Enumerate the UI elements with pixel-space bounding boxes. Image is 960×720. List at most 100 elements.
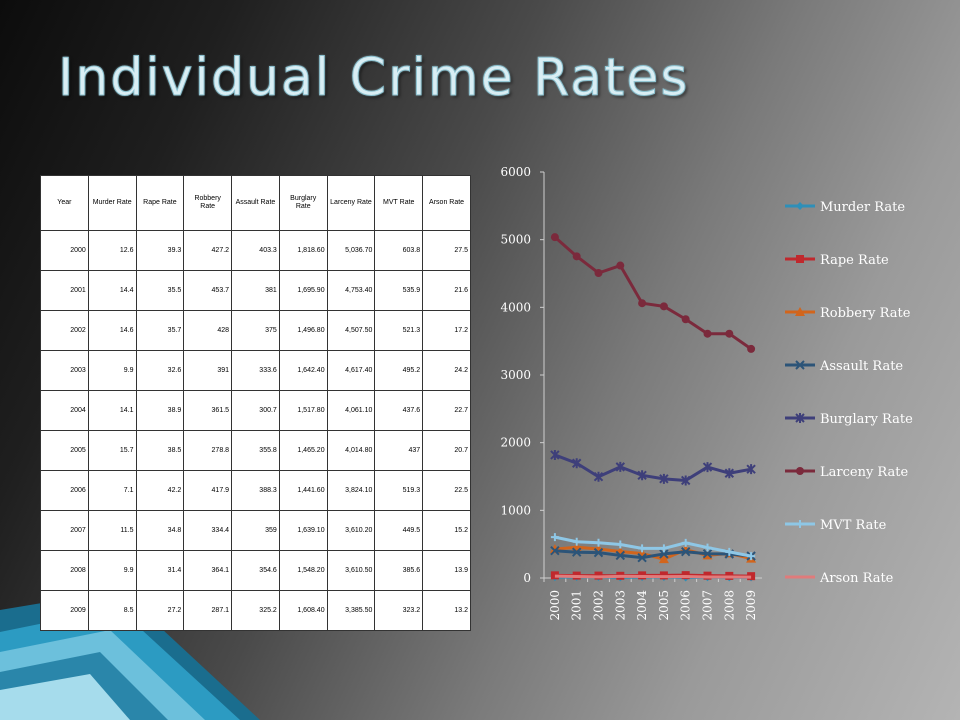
col-header: Arson Rate [422, 175, 471, 231]
x-tick-label: 2005 [657, 590, 671, 621]
table-body: 2000 12.6 39.3 427.2 403.3 1,818.60 5,036.70 60… [40, 230, 471, 631]
table-cell: 535.9 [374, 270, 424, 311]
data-point [637, 470, 647, 481]
table-cell: 3,610.50 [326, 550, 376, 591]
legend-marker [796, 202, 804, 210]
table-cell: 27.2 [135, 590, 185, 631]
table-cell: 9.9 [87, 350, 137, 391]
table-cell: 13.9 [422, 550, 471, 591]
x-tick-label: 2001 [570, 590, 584, 621]
table-cell: 375 [231, 310, 280, 351]
data-point [703, 543, 712, 552]
table-cell: 359 [231, 510, 280, 551]
col-header: Burglary Rate [278, 175, 328, 231]
data-point [616, 261, 625, 270]
data-point [680, 547, 691, 557]
table-cell: 4,014.80 [326, 430, 376, 471]
table-cell: 20.7 [422, 430, 471, 471]
table-cell: 437.6 [374, 390, 424, 431]
data-point [571, 547, 582, 557]
series-line-burglary-rate [554, 453, 752, 482]
x-tick-label: 2007 [701, 590, 715, 621]
table-row: 2006 7.1 42.2 417.9 388.3 1,441.60 3,824.10 519… [40, 470, 471, 511]
year-cell: 2009 [40, 590, 89, 631]
data-point [659, 473, 669, 484]
table-cell: 8.5 [87, 590, 137, 631]
legend-marker [795, 360, 805, 370]
legend-label: Murder Rate [820, 200, 905, 215]
table-cell: 1,818.60 [278, 230, 328, 271]
data-point [550, 233, 559, 242]
table-cell: 437 [374, 430, 424, 471]
table-cell: 1,642.40 [278, 350, 328, 391]
legend-marker [796, 255, 804, 263]
table-cell: 300.7 [231, 390, 280, 431]
slide-title: Individual Crime Rates [57, 48, 690, 109]
data-point [725, 547, 734, 556]
y-tick-label: 6000 [500, 165, 531, 179]
table-cell: 35.5 [135, 270, 185, 311]
data-point [702, 549, 713, 559]
crime-rates-table: Year Murder Rate Rape Rate Robbery Rate … [40, 175, 471, 631]
table-cell: 9.9 [87, 550, 137, 591]
table-cell: 453.7 [183, 270, 233, 311]
table-cell: 15.2 [422, 510, 471, 551]
legend-label: Arson Rate [819, 571, 894, 586]
data-point [571, 458, 582, 469]
table-row: 2005 15.7 38.5 278.8 355.8 1,465.20 4,014.80 43… [40, 430, 471, 471]
table-cell: 27.5 [422, 230, 471, 271]
legend-label: Assault Rate [819, 359, 903, 374]
table-cell: 364.1 [183, 550, 233, 591]
data-point [702, 462, 713, 473]
y-tick-label: 4000 [500, 300, 531, 314]
table-row: 2003 9.9 32.6 391 333.6 1,642.40 4,617.40 495.2… [40, 350, 471, 391]
series-line-arson-rate [554, 574, 752, 579]
x-tick-label: 2002 [592, 590, 606, 621]
data-point [747, 344, 756, 353]
table-cell: 4,617.40 [326, 350, 376, 391]
col-header: Robbery Rate [183, 175, 233, 231]
legend-label: Burglary Rate [820, 412, 913, 427]
y-tick-label: 3000 [500, 368, 531, 382]
table-cell: 1,608.40 [278, 590, 328, 631]
table-row: 2007 11.5 34.8 334.4 359 1,639.10 3,610.20 449.… [40, 510, 471, 551]
table-row: 2008 9.9 31.4 364.1 354.6 1,548.20 3,610.50 385… [40, 550, 471, 591]
data-point [680, 475, 691, 486]
data-point [638, 544, 647, 553]
y-tick-label: 5000 [500, 233, 531, 247]
data-point [724, 468, 735, 479]
table-cell: 3,385.50 [326, 590, 376, 631]
x-tick-label: 2000 [548, 590, 562, 621]
x-tick-label: 2004 [635, 590, 649, 621]
legend-label: Larceny Rate [820, 465, 908, 480]
table-cell: 34.8 [135, 510, 185, 551]
table-cell: 403.3 [231, 230, 280, 271]
x-tick-label: 2003 [613, 590, 627, 621]
table-cell: 4,753.40 [326, 270, 376, 311]
data-point [615, 550, 626, 561]
legend-label: Robbery Rate [820, 306, 911, 321]
year-cell: 2007 [40, 510, 89, 551]
table-cell: 1,496.80 [278, 310, 328, 351]
legend-label: MVT Rate [820, 518, 887, 533]
y-tick-label: 2000 [500, 436, 531, 450]
data-point [550, 546, 560, 556]
series-line-larceny-rate [553, 236, 752, 351]
table-cell: 323.2 [374, 590, 424, 631]
data-point [572, 537, 581, 546]
data-point [550, 571, 559, 580]
x-tick-label: 2009 [744, 590, 758, 621]
legend-marker [796, 467, 804, 475]
data-point [593, 547, 604, 558]
table-header-row: Year Murder Rate Rape Rate Robbery Rate … [40, 175, 471, 231]
y-tick-label: 0 [523, 571, 531, 585]
y-tick-label: 1000 [500, 503, 531, 517]
table-row: 2009 8.5 27.2 287.1 325.2 1,608.40 3,385.50 323… [40, 590, 471, 631]
data-point [616, 540, 625, 549]
series-line-mvt-rate [554, 535, 752, 558]
table-cell: 3,824.10 [326, 470, 376, 511]
data-point [594, 268, 603, 277]
table-cell: 21.6 [422, 270, 471, 311]
data-point [681, 315, 690, 324]
